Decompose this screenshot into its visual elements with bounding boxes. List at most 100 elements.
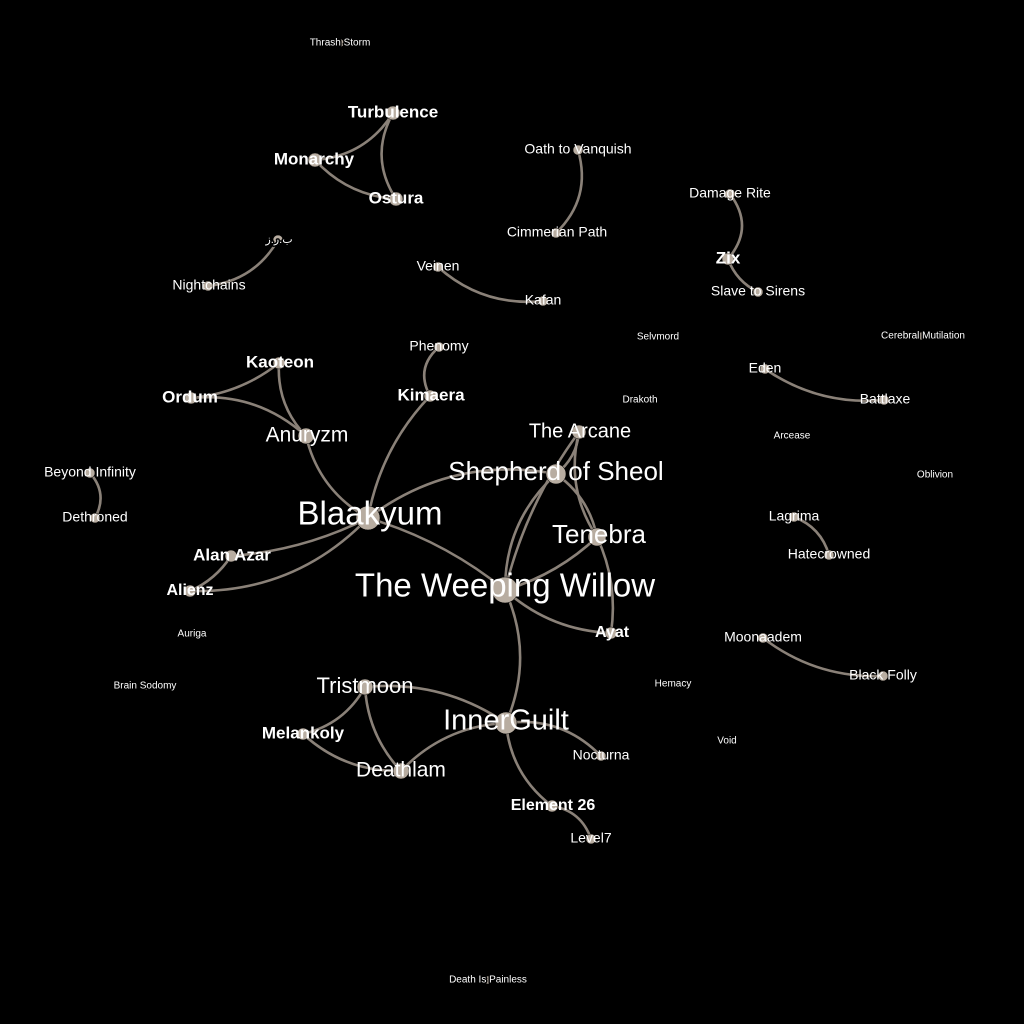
node-label-hatecrowned: Hatecrowned	[788, 546, 871, 562]
node-label-eden: Eden	[749, 360, 782, 376]
edge-blaakyum-alan-azar	[229, 516, 370, 558]
edge-tristmoon-deathlam	[363, 685, 403, 773]
node-label-monarchy: Monarchy	[274, 149, 355, 168]
node-label-innerguilt: InnerGuilt	[443, 705, 569, 737]
node-label-alan-azar: Alan Azar	[193, 545, 271, 564]
node-label-kimaera: Kimaera	[397, 385, 465, 404]
edge-eden-battlaxe	[763, 367, 886, 403]
node-label-nightchains: Nightchains	[172, 277, 245, 293]
edge-innerguilt-deathlam	[399, 721, 508, 773]
node-label-lagrima: Lagrima	[769, 508, 820, 524]
node-label-turbulence: Turbulence	[348, 102, 438, 121]
edge-monarchy-ostura	[313, 158, 398, 201]
node-label-deathlam: Deathlam	[356, 759, 446, 782]
edge-blaakyum-alienz	[188, 516, 370, 593]
node-beyond-infinity	[84, 467, 96, 479]
node-dethroned	[89, 512, 101, 524]
node-nocturna	[595, 750, 607, 762]
edge-tristmoon-melankoly	[301, 685, 367, 736]
node-label-slave-sirens: Slave to Sirens	[711, 283, 805, 299]
node-lagrima	[788, 511, 800, 523]
node-shepherd	[545, 463, 567, 485]
node-label-drakoth: Drakoth	[622, 395, 657, 406]
node-hemacy	[668, 679, 678, 689]
node-label-ostura: Ostura	[369, 188, 424, 207]
edge-innerguilt-nocturna	[504, 720, 603, 758]
edge-arabic-nightchains	[206, 238, 280, 288]
edge-weeping-willow-innerguilt	[503, 588, 522, 725]
graph-nodes	[84, 38, 940, 985]
node-label-level7: Level7	[570, 830, 611, 846]
node-thrash-storm	[335, 38, 345, 48]
node-kaoteon	[272, 356, 286, 370]
node-ostura	[388, 191, 404, 207]
node-slave-sirens	[752, 286, 764, 298]
node-oblivion	[930, 470, 940, 480]
node-oath	[572, 144, 584, 156]
node-eden	[759, 363, 771, 375]
node-element26	[545, 799, 559, 813]
graph-labels: The Weeping Willow Blaakyum InnerGuilt Shep…	[44, 36, 966, 987]
edge-blaakyum-shepherd	[366, 468, 558, 520]
node-label-arabic: ب.ر.ز	[264, 234, 292, 246]
edge-weeping-willow-arcane	[503, 430, 581, 592]
node-label-void: Void	[717, 736, 736, 747]
node-label-melankoly: Melankoly	[262, 723, 345, 742]
node-turbulence	[385, 105, 401, 121]
node-deathlam	[392, 762, 410, 780]
node-label-element26: Element 26	[511, 797, 596, 814]
edge-damage-rite-zix	[726, 192, 744, 261]
node-label-ayat: Ayat	[595, 624, 630, 641]
node-label-kaoteon: Kaoteon	[246, 352, 314, 371]
edge-weeping-willow-blaakyum	[366, 516, 507, 592]
node-label-tristmoon: Tristmoon	[317, 673, 414, 698]
node-selvmord	[653, 332, 663, 342]
node-alan-azar	[224, 549, 238, 563]
edge-tenebra-ayat	[595, 535, 615, 635]
node-tristmoon	[356, 678, 374, 696]
node-nightchains	[202, 280, 214, 292]
edge-turbulence-ostura	[380, 111, 398, 201]
edge-blaakyum-kimaera	[366, 394, 432, 520]
node-weeping-willow	[491, 576, 519, 604]
edge-tenebra-arcane	[573, 430, 599, 539]
node-zix	[721, 252, 735, 266]
edge-kaoteon-ordum	[189, 361, 281, 400]
node-drakoth	[635, 395, 645, 405]
node-hatecrowned	[823, 549, 835, 561]
node-brain-sodomy	[140, 681, 150, 691]
node-label-dethroned: Dethroned	[62, 509, 127, 525]
node-label-moonaadem: Moonaadem	[724, 629, 802, 645]
node-label-alienz: Alienz	[166, 582, 213, 599]
node-kafan	[537, 295, 549, 307]
node-ayat	[604, 626, 618, 640]
node-damage-rite	[724, 188, 736, 200]
node-label-arcane: The Arcane	[529, 420, 631, 442]
node-anuryzm	[297, 427, 315, 445]
node-arabic	[272, 234, 284, 246]
node-label-brain-sodomy: Brain Sodomy	[114, 681, 177, 692]
node-label-black-folly: Black Folly	[849, 667, 917, 683]
node-label-arcease: Arcease	[774, 431, 811, 442]
edge-oath-cimmerian	[554, 148, 584, 235]
node-auriga	[187, 629, 197, 639]
node-label-beyond-infinity: Beyond Infinity	[44, 464, 136, 480]
node-label-zix: Zix	[716, 248, 741, 267]
node-label-weeping-willow: The Weeping Willow	[355, 567, 655, 604]
node-label-kafan: Kafan	[525, 292, 562, 308]
node-cerebral	[917, 331, 927, 341]
node-label-cimmerian: Cimmerian Path	[507, 224, 607, 240]
node-label-death-painless: Death Is Painless	[449, 975, 527, 986]
node-label-blaakyum: Blaakyum	[298, 495, 443, 532]
node-label-nocturna: Nocturna	[573, 747, 630, 763]
node-label-damage-rite: Damage Rite	[689, 185, 771, 201]
node-cimmerian	[550, 227, 562, 239]
node-label-anuryzm: Anuryzm	[266, 424, 349, 447]
node-phenomy	[433, 341, 445, 353]
node-label-battlaxe: Battlaxe	[860, 391, 911, 407]
node-label-tenebra: Tenebra	[552, 519, 646, 549]
node-label-ordum: Ordum	[162, 387, 218, 406]
node-label-hemacy: Hemacy	[655, 679, 692, 690]
edge-moonaadem-black-folly	[761, 636, 885, 678]
